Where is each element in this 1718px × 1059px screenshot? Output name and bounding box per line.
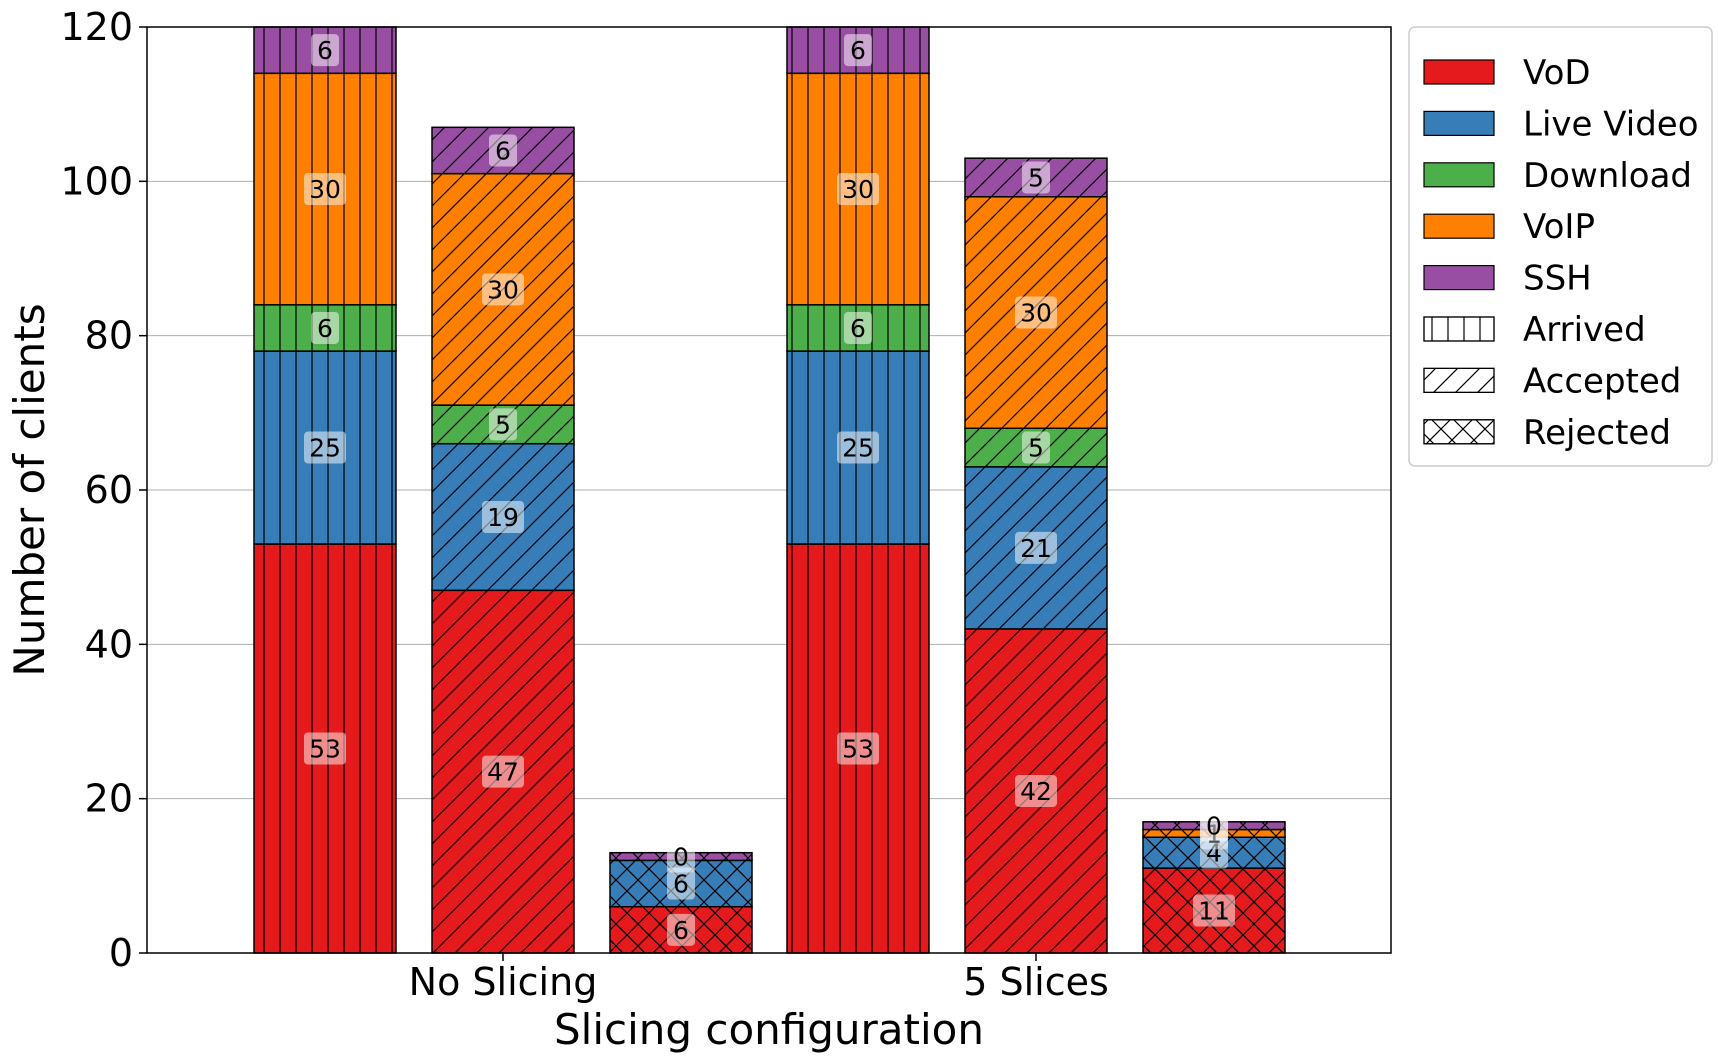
legend-vod-swatch xyxy=(1423,59,1495,85)
y-tick-label: 40 xyxy=(85,622,133,666)
bar-no-slicing-accepted-live-video-label: 19 xyxy=(487,503,519,532)
legend-live-video-swatch xyxy=(1423,110,1495,137)
legend-arrived-label: Arrived xyxy=(1523,310,1646,350)
bar-no-slicing-accepted-vod-label-box xyxy=(482,755,524,788)
bar-5-slices-rejected-ssh-label: 0 xyxy=(1206,812,1222,841)
y-tick-label: 0 xyxy=(109,931,133,975)
bar-5-slices-arrived-voip-label: 30 xyxy=(842,175,874,204)
legend-accepted-swatch-hatch xyxy=(1423,367,1495,393)
bar-no-slicing-arrived-live-video-label-box xyxy=(304,431,346,464)
bar-no-slicing-accepted-live-video-label-box xyxy=(482,501,524,534)
bar-5-slices-accepted-download-label: 5 xyxy=(1028,434,1044,463)
legend-ssh-label: SSH xyxy=(1523,259,1592,299)
x-tick-label: No Slicing xyxy=(409,960,598,1004)
bar-5-slices-accepted-vod-label-box xyxy=(1015,774,1057,807)
bar-5-slices-accepted-vod-label: 42 xyxy=(1020,777,1052,806)
bar-5-slices-accepted-voip-label-box xyxy=(1015,296,1057,329)
bar-5-slices-accepted-ssh-label-box xyxy=(1022,161,1050,194)
bar-5-slices-arrived-download-label-box xyxy=(844,311,872,344)
legend-vod-label: VoD xyxy=(1523,53,1591,93)
bar-5-slices-accepted-ssh-label: 5 xyxy=(1028,163,1044,192)
bar-no-slicing-arrived-ssh-label-box xyxy=(311,34,339,67)
bar-no-slicing-arrived-vod-label: 53 xyxy=(309,735,341,764)
x-axis-label: Slicing configuration xyxy=(554,1005,984,1054)
y-tick-label: 60 xyxy=(85,468,133,512)
bar-no-slicing-accepted-vod-label: 47 xyxy=(487,758,519,787)
y-tick-label: 80 xyxy=(85,314,133,358)
bar-5-slices-rejected-vod-label: 11 xyxy=(1198,897,1230,926)
legend-voip-swatch xyxy=(1423,213,1495,239)
legend-rejected-swatch-hatch xyxy=(1423,419,1495,445)
bar-no-slicing-rejected-ssh-label: 0 xyxy=(673,843,689,872)
bar-5-slices-accepted-live-video-label-box xyxy=(1015,531,1057,564)
legend: VoD Live Video Download VoIP SSH Arrived Accep… xyxy=(1408,26,1713,467)
bar-5-slices-accepted-voip-label: 30 xyxy=(1020,299,1052,328)
bar-5-slices-arrived-voip-label-box xyxy=(837,173,879,206)
bar-no-slicing-accepted-voip-label-box xyxy=(482,273,524,306)
bar-5-slices-arrived-ssh-label: 6 xyxy=(850,36,866,65)
bar-5-slices-arrived-vod-label-box xyxy=(837,732,879,765)
bar-no-slicing-rejected-vod-label-box xyxy=(667,913,695,946)
bar-5-slices-arrived-live-video-label: 25 xyxy=(842,434,874,463)
bar-5-slices-arrived-download-label: 6 xyxy=(850,314,866,343)
bar-value-labels: 5325630647195306660532563064221530511410 xyxy=(304,34,1235,946)
bar-5-slices-accepted-live-video-label: 21 xyxy=(1020,534,1052,563)
bar-no-slicing-arrived-ssh-label: 6 xyxy=(317,36,333,65)
legend-voip-label: VoIP xyxy=(1523,207,1595,247)
legend-arrived-swatch-hatch xyxy=(1423,316,1495,342)
bar-no-slicing-rejected-vod-label: 6 xyxy=(673,916,689,945)
bar-no-slicing-accepted-download-label-box xyxy=(489,408,517,441)
bar-no-slicing-arrived-download-label-box xyxy=(311,311,339,344)
bar-no-slicing-accepted-voip-label: 30 xyxy=(487,275,519,304)
x-tick-label: 5 Slices xyxy=(963,960,1109,1004)
legend-accepted-label: Accepted xyxy=(1523,361,1681,401)
x-axis-ticks: No Slicing 5 Slices xyxy=(409,953,1109,1004)
bar-no-slicing-arrived-voip-label-box xyxy=(304,173,346,206)
y-tick-label: 100 xyxy=(60,159,133,203)
y-axis-label: Number of clients xyxy=(5,303,54,676)
bar-5-slices-arrived-vod-label: 53 xyxy=(842,735,874,764)
y-axis-ticks: 0 20 40 60 80 100 120 xyxy=(60,5,147,975)
y-tick-label: 120 xyxy=(60,5,133,49)
legend-download-swatch xyxy=(1423,162,1495,188)
bar-no-slicing-arrived-live-video-label: 25 xyxy=(309,434,341,463)
bar-no-slicing-arrived-voip-label: 30 xyxy=(309,175,341,204)
legend-ssh-swatch xyxy=(1423,265,1495,291)
bar-no-slicing-accepted-ssh-label: 6 xyxy=(495,136,511,165)
bar-5-slices-rejected-vod-label-box xyxy=(1193,894,1235,927)
bar-no-slicing-accepted-download-label: 5 xyxy=(495,410,511,439)
legend-download-label: Download xyxy=(1523,156,1692,196)
bar-5-slices-arrived-live-video-label-box xyxy=(837,431,879,464)
bar-no-slicing-accepted-ssh-label-box xyxy=(489,134,517,167)
legend-frame xyxy=(1408,26,1713,467)
bar-5-slices-rejected-ssh-label-box xyxy=(1200,809,1228,842)
y-tick-label: 20 xyxy=(85,777,133,821)
bar-no-slicing-rejected-live-video-label: 6 xyxy=(673,870,689,899)
bar-5-slices-arrived-ssh-label-box xyxy=(844,34,872,67)
legend-live-video-label: Live Video xyxy=(1523,104,1699,144)
bar-no-slicing-arrived-vod-label-box xyxy=(304,732,346,765)
bar-no-slicing-arrived-download-label: 6 xyxy=(317,314,333,343)
legend-rejected-label: Rejected xyxy=(1523,413,1671,453)
bar-5-slices-accepted-download-label-box xyxy=(1022,431,1050,464)
bar-no-slicing-rejected-live-video-label-box xyxy=(667,867,695,900)
bar-no-slicing-rejected-ssh-label-box xyxy=(667,840,695,873)
